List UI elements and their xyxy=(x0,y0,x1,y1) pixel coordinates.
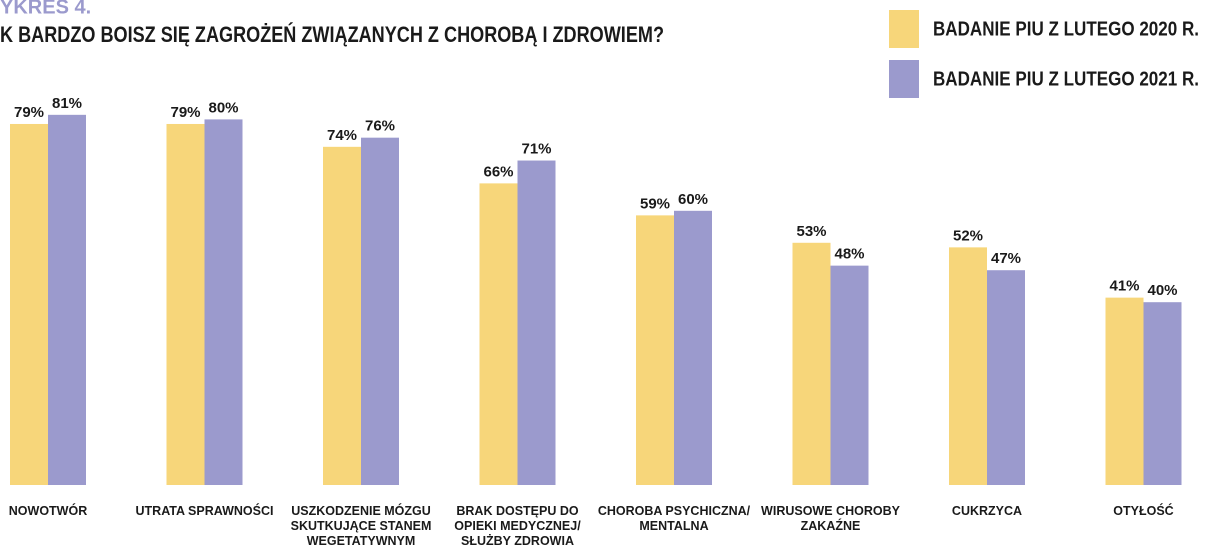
x-tick-line: OPIEKI MEDYCZNEJ/ xyxy=(454,519,581,533)
value-label: 41% xyxy=(1109,278,1139,295)
bar xyxy=(361,137,399,485)
legend-label: BADANIE PIU Z LUTEGO 2021 R. xyxy=(933,68,1199,90)
x-tick-label: CHOROBA PSYCHICZNA/MENTALNA xyxy=(598,504,751,533)
bar xyxy=(323,146,361,485)
bar xyxy=(636,215,674,485)
value-label: 53% xyxy=(796,223,826,240)
bar xyxy=(479,183,518,485)
x-tick-line: WIRUSOWE CHOROBY xyxy=(761,504,901,518)
x-tick-line: SKUTKUJĄCE STANEM xyxy=(291,519,432,533)
legend-swatch xyxy=(889,10,919,48)
bar xyxy=(48,114,86,485)
x-tick-label: CUKRZYCA xyxy=(952,504,1022,518)
bar xyxy=(10,123,48,485)
x-tick-line: USZKODZENIE MÓZGU xyxy=(291,503,431,518)
legend-label: BADANIE PIU Z LUTEGO 2020 R. xyxy=(933,18,1199,40)
value-label: 48% xyxy=(834,246,864,263)
bar xyxy=(830,265,869,485)
x-tick-label: OTYŁOŚĆ xyxy=(1113,503,1173,518)
bar xyxy=(674,210,712,486)
chart-subtitle: K BARDZO BOISZ SIĘ ZAGROŻEŃ ZWIĄZANYCH Z… xyxy=(0,22,664,47)
value-label: 76% xyxy=(365,118,395,135)
x-tick-label: BRAK DOSTĘPU DO OPIEKI MEDYCZNEJ/SŁUŻBY Z… xyxy=(454,504,581,548)
bar xyxy=(949,247,987,485)
x-tick-line: WEGETATYWNYM xyxy=(307,534,416,548)
x-tick-line: SŁUŻBY ZDROWIA xyxy=(461,533,574,548)
value-label: 80% xyxy=(208,99,238,116)
x-tick-line: NOWOTWÓR xyxy=(9,503,87,518)
value-label: 71% xyxy=(521,140,551,157)
bar xyxy=(792,242,831,485)
value-label: 79% xyxy=(14,104,44,121)
x-tick-line: ZAKAŹNE xyxy=(801,518,861,533)
value-label: 59% xyxy=(640,195,670,212)
x-tick-line: UTRATA SPRAWNOŚCI xyxy=(136,503,274,518)
x-tick-label: UTRATA SPRAWNOŚCI xyxy=(136,503,274,518)
value-label: 79% xyxy=(170,104,200,121)
value-label: 40% xyxy=(1147,282,1177,299)
x-tick-line: MENTALNA xyxy=(639,519,708,533)
value-label: 74% xyxy=(327,127,357,144)
x-tick-label: NOWOTWÓR xyxy=(9,503,87,518)
bar xyxy=(1105,297,1144,485)
value-label: 81% xyxy=(52,95,82,112)
value-label: 60% xyxy=(678,191,708,208)
value-label: 52% xyxy=(953,227,983,244)
bar xyxy=(1143,302,1182,485)
bar xyxy=(517,160,556,485)
legend-swatch xyxy=(889,60,919,98)
bar xyxy=(166,123,205,485)
value-label: 47% xyxy=(991,250,1021,267)
chart-title: YKRES 4. xyxy=(0,0,91,18)
value-label: 66% xyxy=(483,163,513,180)
bar xyxy=(204,119,243,486)
x-tick-label: USZKODZENIE MÓZGU SKUTKUJĄCE STANEM WEGETA… xyxy=(291,503,432,548)
x-tick-label: WIRUSOWE CHOROBY ZAKAŹNE xyxy=(761,504,901,533)
x-tick-line: CHOROBA PSYCHICZNA/ xyxy=(598,504,751,518)
x-tick-line: OTYŁOŚĆ xyxy=(1113,503,1173,518)
bar xyxy=(987,270,1025,485)
x-tick-line: CUKRZYCA xyxy=(952,504,1022,518)
x-tick-line: BRAK DOSTĘPU DO xyxy=(456,504,579,518)
